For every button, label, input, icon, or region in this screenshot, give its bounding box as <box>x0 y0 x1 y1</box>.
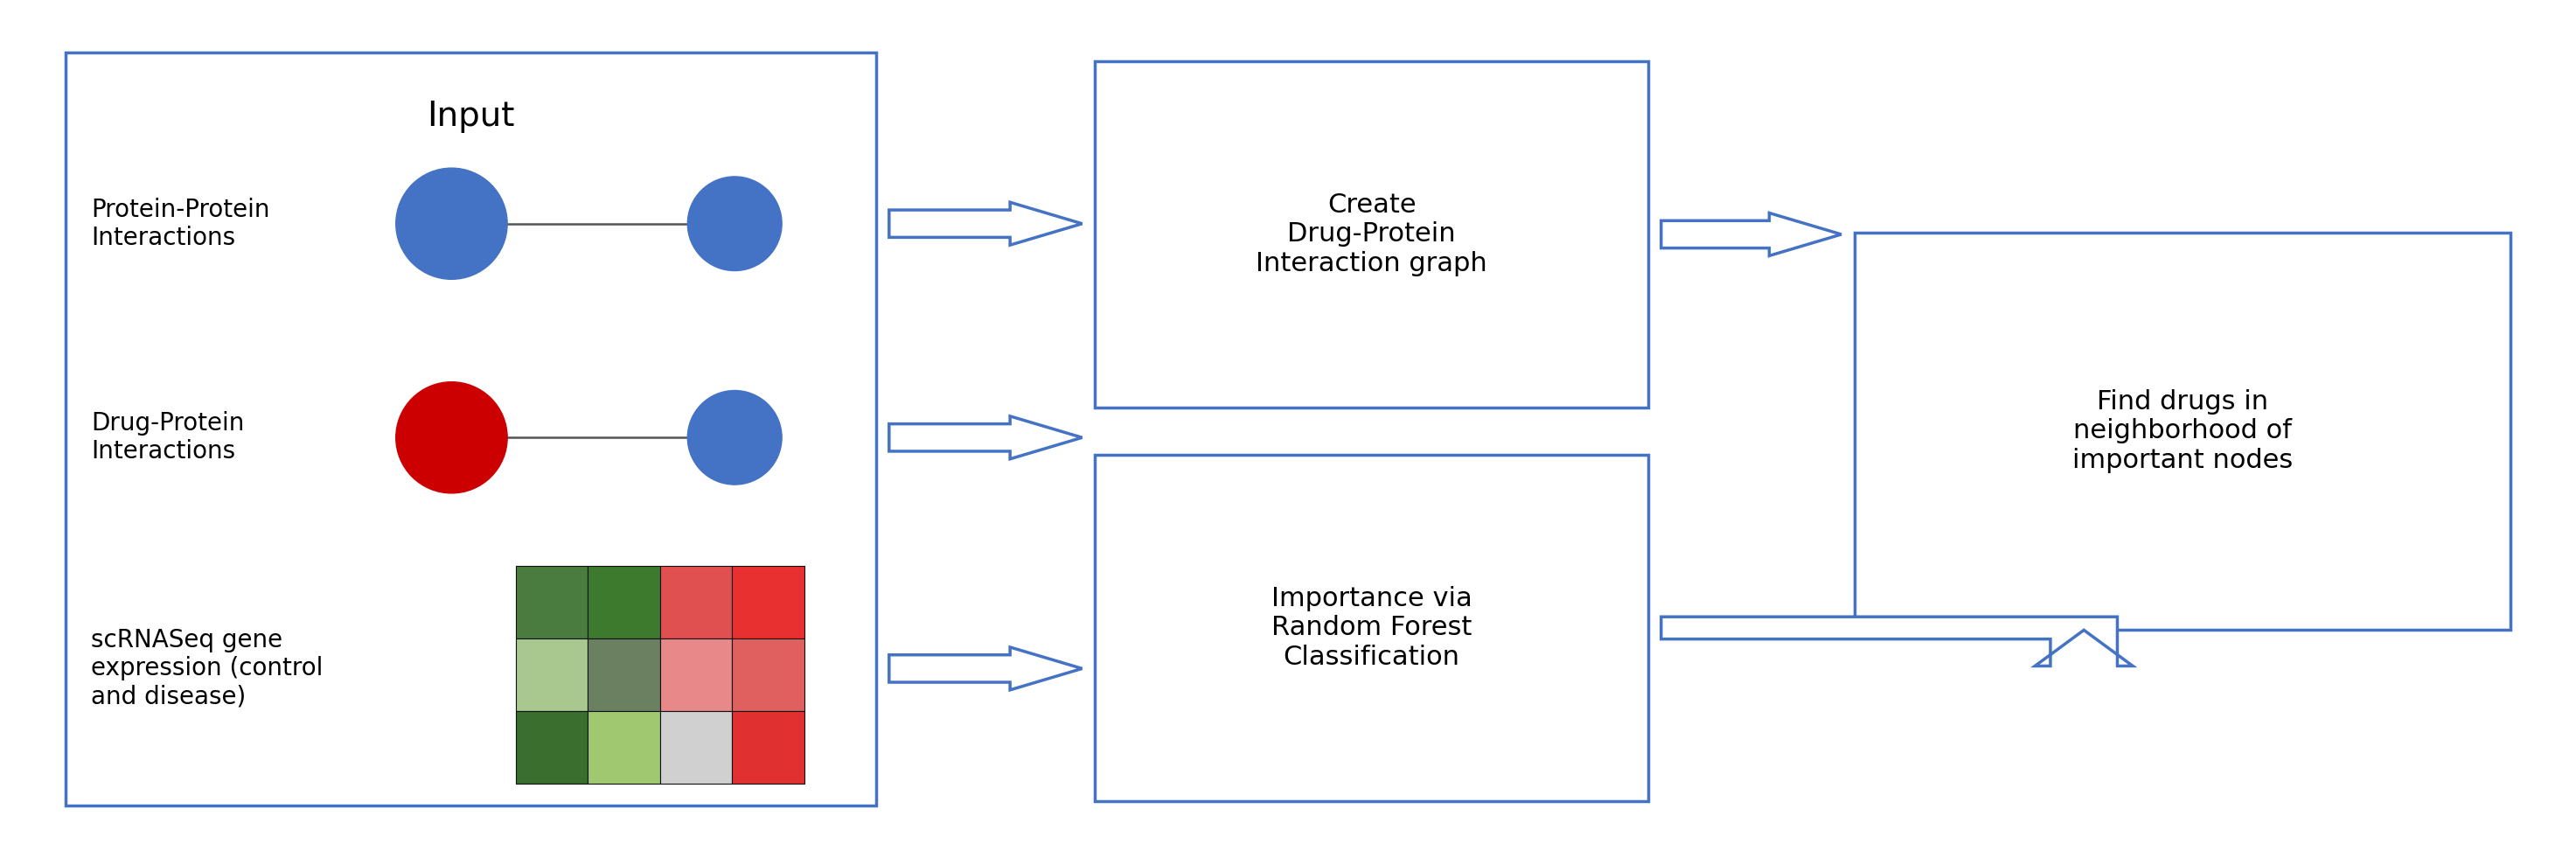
Bar <box>732 638 804 711</box>
FancyBboxPatch shape <box>1855 233 2512 630</box>
Bar <box>515 566 587 638</box>
Bar <box>659 638 732 711</box>
Polygon shape <box>889 647 1082 690</box>
Text: Find drugs in
neighborhood of
important nodes: Find drugs in neighborhood of important … <box>2071 389 2293 474</box>
Bar <box>659 566 732 638</box>
Ellipse shape <box>397 382 507 493</box>
FancyBboxPatch shape <box>64 52 876 806</box>
Polygon shape <box>889 202 1082 245</box>
Polygon shape <box>1662 617 2133 666</box>
Bar <box>659 711 732 784</box>
Ellipse shape <box>397 168 507 279</box>
Ellipse shape <box>688 177 783 271</box>
Text: Protein-Protein
Interactions: Protein-Protein Interactions <box>90 197 270 250</box>
Bar <box>515 711 587 784</box>
FancyBboxPatch shape <box>1095 455 1649 801</box>
Ellipse shape <box>688 390 783 485</box>
Text: Drug-Protein
Interactions: Drug-Protein Interactions <box>90 411 245 464</box>
Text: Create
Drug-Protein
Interaction graph: Create Drug-Protein Interaction graph <box>1257 192 1486 276</box>
Text: scRNASeq gene
expression (control
and disease): scRNASeq gene expression (control and di… <box>90 628 325 710</box>
Bar <box>587 711 659 784</box>
FancyBboxPatch shape <box>1095 61 1649 408</box>
Bar <box>587 566 659 638</box>
Bar <box>515 638 587 711</box>
Text: Input: Input <box>428 100 515 133</box>
Text: Importance via
Random Forest
Classification: Importance via Random Forest Classificat… <box>1270 586 1471 670</box>
Polygon shape <box>1662 213 1842 256</box>
Polygon shape <box>889 416 1082 459</box>
Bar <box>732 711 804 784</box>
Bar <box>587 638 659 711</box>
Bar <box>732 566 804 638</box>
